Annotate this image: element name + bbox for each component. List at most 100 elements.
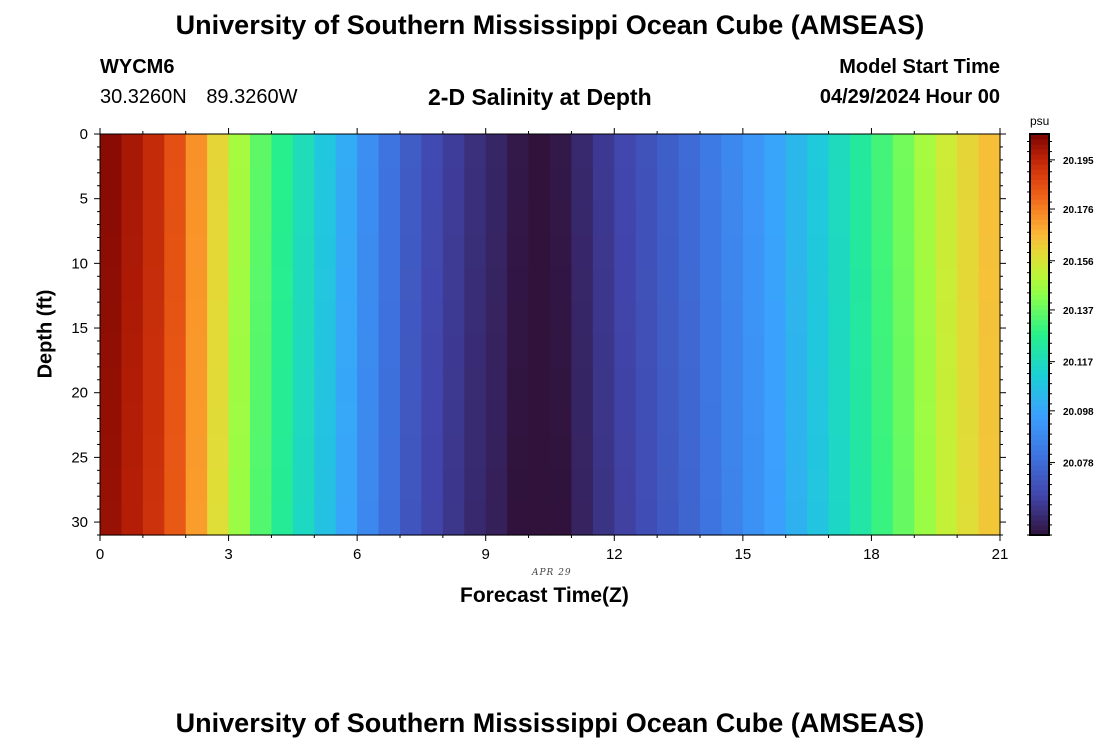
heatmap-cell bbox=[871, 200, 894, 235]
heatmap-cell bbox=[442, 301, 465, 336]
heatmap-cell bbox=[700, 167, 723, 202]
heatmap-cell bbox=[764, 200, 787, 235]
heatmap-cell bbox=[292, 468, 315, 503]
heatmap-cell bbox=[228, 468, 251, 503]
heatmap-cell bbox=[442, 200, 465, 235]
heatmap-cell bbox=[721, 267, 744, 302]
colorbar-segment bbox=[1030, 529, 1049, 536]
heatmap-cell bbox=[250, 301, 273, 336]
heatmap-cell bbox=[657, 134, 680, 169]
heatmap-cell bbox=[871, 301, 894, 336]
heatmap-cell bbox=[892, 167, 915, 202]
heatmap-cell bbox=[100, 234, 123, 269]
heatmap-cell bbox=[571, 334, 594, 369]
colorbar-segment bbox=[1030, 509, 1049, 516]
colorbar-segment bbox=[1030, 174, 1049, 180]
y-tick-label: 20 bbox=[71, 385, 88, 402]
heatmap-cell bbox=[850, 267, 873, 302]
heatmap-cell bbox=[207, 200, 230, 235]
y-axis: 0 5 10 15 20 25 30 bbox=[71, 126, 1006, 536]
heatmap-cell bbox=[100, 367, 123, 402]
heatmap-cell bbox=[550, 234, 573, 269]
heatmap-cell bbox=[892, 434, 915, 469]
heatmap-cell bbox=[507, 367, 530, 402]
heatmap-cell bbox=[335, 200, 358, 235]
heatmap-cell bbox=[571, 434, 594, 469]
heatmap-cell bbox=[935, 167, 958, 202]
heatmap-cell bbox=[292, 234, 315, 269]
heatmap-cell bbox=[635, 134, 658, 169]
heatmap-cell bbox=[700, 401, 723, 436]
heatmap-cell bbox=[914, 200, 937, 235]
heatmap-cell bbox=[442, 501, 465, 536]
heatmap-cell bbox=[957, 267, 980, 302]
heatmap-cell bbox=[507, 200, 530, 235]
heatmap-cell bbox=[914, 468, 937, 503]
heatmap-cell bbox=[614, 501, 637, 536]
colorbar-segment bbox=[1030, 179, 1049, 185]
heatmap-cell bbox=[828, 401, 851, 436]
heatmap-cell bbox=[635, 167, 658, 202]
heatmap-cell bbox=[657, 267, 680, 302]
heatmap-cell bbox=[742, 234, 765, 269]
heatmap-cell bbox=[721, 200, 744, 235]
heatmap-cell bbox=[314, 434, 337, 469]
heatmap-cell bbox=[121, 434, 144, 469]
heatmap-cell bbox=[185, 367, 208, 402]
colorbar-segment bbox=[1030, 164, 1049, 170]
chart-subtitle: 2-D Salinity at Depth bbox=[428, 84, 652, 110]
heatmap-cell bbox=[850, 334, 873, 369]
heatmap-cell bbox=[807, 234, 830, 269]
heatmap-cell bbox=[357, 167, 380, 202]
colorbar-segment bbox=[1030, 234, 1049, 240]
heatmap-cell bbox=[764, 468, 787, 503]
colorbar-segment bbox=[1030, 384, 1049, 391]
colorbar-segment bbox=[1030, 264, 1049, 270]
colorbar-segment bbox=[1030, 214, 1049, 220]
colorbar-segment bbox=[1030, 149, 1049, 155]
heatmap-cell bbox=[614, 334, 637, 369]
heatmap-cell bbox=[335, 501, 358, 536]
heatmap-cell bbox=[935, 301, 958, 336]
heatmap-cell bbox=[935, 134, 958, 169]
colorbar-segment bbox=[1030, 304, 1049, 311]
colorbar-segment bbox=[1030, 184, 1049, 190]
heatmap-cell bbox=[614, 267, 637, 302]
heatmap-cell bbox=[142, 234, 165, 269]
station-coordinates: 30.3260N 89.3260W bbox=[100, 86, 311, 109]
heatmap-cell bbox=[485, 267, 508, 302]
heatmap-cell bbox=[785, 134, 808, 169]
heatmap-cell bbox=[978, 501, 1001, 536]
heatmap-cell bbox=[121, 134, 144, 169]
heatmap-cell bbox=[764, 234, 787, 269]
heatmap-cell bbox=[850, 401, 873, 436]
heatmap-cell bbox=[957, 134, 980, 169]
heatmap-cell bbox=[250, 468, 273, 503]
heatmap-cell bbox=[978, 134, 1001, 169]
heatmap-cell bbox=[292, 334, 315, 369]
colorbar-segment bbox=[1030, 289, 1049, 295]
heatmap-cell bbox=[678, 501, 701, 536]
heatmap-cell bbox=[871, 134, 894, 169]
heatmap-cell bbox=[485, 167, 508, 202]
heatmap-cell bbox=[164, 401, 187, 436]
colorbar-segment bbox=[1030, 514, 1049, 521]
heatmap-cell bbox=[571, 267, 594, 302]
heatmap-cell bbox=[207, 134, 230, 169]
colorbar-segment bbox=[1030, 154, 1049, 160]
colorbar-segment bbox=[1030, 134, 1049, 140]
heatmap-cell bbox=[100, 134, 123, 169]
colorbar-segment bbox=[1030, 464, 1049, 471]
heatmap-cell bbox=[442, 267, 465, 302]
colorbar-segment bbox=[1030, 269, 1049, 275]
colorbar: 20.195 20.176 20.156 20.137 20.117 20.098 20.0… bbox=[1027, 133, 1094, 536]
heatmap-cell bbox=[400, 200, 423, 235]
heatmap-cell bbox=[335, 234, 358, 269]
heatmap-cell bbox=[828, 434, 851, 469]
heatmap-cell bbox=[742, 401, 765, 436]
heatmap-cell bbox=[121, 234, 144, 269]
heatmap-cell bbox=[614, 301, 637, 336]
heatmap-cell bbox=[850, 200, 873, 235]
heatmap-cell bbox=[228, 134, 251, 169]
heatmap-cell bbox=[442, 367, 465, 402]
